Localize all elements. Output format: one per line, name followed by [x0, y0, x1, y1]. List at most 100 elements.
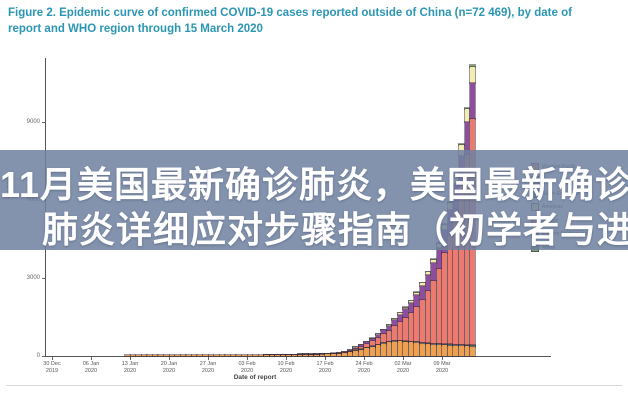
bar-segment-eastern-mediterranean [413, 293, 421, 309]
bar-segment-europe [435, 267, 443, 345]
daily-case-bar [146, 353, 154, 358]
bar-segment-south-east-asia [446, 343, 454, 346]
bar-segment-eastern-mediterranean [363, 341, 371, 346]
bar-segment-south-east-asia [458, 344, 465, 347]
daily-case-bar [435, 242, 443, 357]
bar-segment-western-pacific [380, 342, 387, 358]
x-tick-mark [403, 357, 404, 360]
bar-segment [252, 353, 259, 358]
bar-segment-western-pacific [458, 345, 465, 357]
bar-segment-western-pacific [368, 345, 376, 358]
bar-segment-eastern-mediterranean [396, 313, 404, 323]
bar-segment-western-pacific [346, 351, 354, 357]
bar-segment-europe [446, 234, 454, 346]
bar-segment [179, 353, 187, 358]
x-tick-label: 09 Mar 2020 [433, 361, 451, 374]
bar-segment [202, 353, 209, 358]
bar-segment-europe [407, 312, 415, 343]
bar-segment-south-east-asia [435, 343, 443, 345]
daily-case-bar [157, 353, 165, 358]
y-tick-label: 0 [36, 353, 40, 359]
daily-case-bar [213, 353, 220, 358]
daily-case-bar [385, 323, 393, 357]
bar-segment [135, 353, 142, 358]
bar-segment-western-pacific [430, 343, 437, 358]
bar-segment-europe [341, 351, 348, 354]
daily-case-bar [246, 353, 254, 358]
bar-segment-south-east-asia [463, 344, 471, 347]
bar-segment-western-pacific [335, 352, 343, 358]
bar-segment-americas [391, 318, 398, 322]
bar-segment-eastern-mediterranean [402, 307, 410, 319]
x-tick-mark [247, 357, 248, 360]
daily-case-bar [179, 353, 187, 358]
daily-case-bar [252, 353, 259, 358]
bar-segment-other [452, 344, 460, 347]
daily-case-bar [402, 306, 410, 358]
bar-segment-africa [458, 142, 465, 147]
bar-segment-south-east-asia [452, 344, 460, 346]
y-tick-mark [42, 122, 45, 123]
daily-case-bar [313, 353, 321, 358]
bar-segment [207, 353, 215, 358]
x-tick-label: 02 Mar 2020 [394, 361, 412, 374]
bar-segment [246, 353, 254, 358]
x-tick-mark [208, 357, 209, 360]
x-tick-mark [169, 357, 170, 360]
bar-segment-eastern-mediterranean [352, 346, 360, 350]
bar-segment-americas [469, 66, 476, 85]
bar-segment-africa [469, 64, 476, 68]
daily-case-bar [190, 353, 198, 358]
bar-segment-americas [385, 324, 393, 327]
y-tick-label: 9000 [26, 119, 40, 125]
y-tick-label: 3000 [26, 275, 40, 281]
bar-segment-americas [396, 312, 404, 316]
bar-segment-eastern-mediterranean [346, 349, 354, 352]
y-tick-mark [42, 278, 45, 279]
daily-case-bar [335, 351, 343, 358]
bar-segment [213, 353, 220, 358]
bar-segment-americas [380, 329, 387, 331]
bar-segment-western-pacific [435, 344, 443, 357]
bar-segment-western-pacific [352, 349, 360, 358]
daily-case-bar [174, 353, 181, 358]
daily-case-bar [224, 353, 232, 358]
daily-case-bar [263, 353, 270, 357]
daily-case-bar [341, 350, 348, 357]
daily-case-bar [240, 353, 248, 358]
bar-segment-eastern-mediterranean [380, 329, 387, 336]
bar-segment-europe [391, 325, 398, 342]
x-tick-mark [91, 357, 92, 360]
daily-case-bar [129, 353, 137, 358]
bar-segment [196, 353, 204, 358]
bar-segment-eastern-mediterranean [424, 274, 432, 293]
bar-segment-africa [430, 258, 437, 261]
x-tick-mark [442, 357, 443, 360]
daily-case-bar [374, 333, 382, 357]
bar-segment-western-pacific [302, 353, 309, 358]
x-axis-line [45, 356, 551, 357]
banner-headline-line2: 肺炎详细应对步骤指南（初学者与进阶用 [42, 209, 628, 250]
bar-segment-other [435, 343, 443, 346]
bar-segment-europe [385, 329, 393, 343]
banner-headline-line1: 11月美国最新确诊肺炎，美国最新确诊 [0, 164, 628, 205]
bar-segment [257, 353, 265, 358]
bar-segment-europe [402, 316, 410, 343]
bar-segment [229, 353, 237, 358]
bar-segment-americas [463, 108, 471, 123]
bar-segment-eastern-mediterranean [463, 120, 471, 157]
bar-segment-europe [424, 290, 432, 345]
bar-segment-europe [368, 340, 376, 348]
bar-segment-western-pacific [274, 354, 282, 357]
daily-case-bar [296, 353, 304, 358]
daily-case-bar [140, 353, 148, 358]
bar-segment-western-pacific [268, 353, 276, 358]
bottom-divider-line [6, 385, 622, 386]
bar-segment-americas [419, 282, 426, 287]
daily-case-bar [396, 312, 404, 357]
x-tick-mark [364, 357, 365, 360]
bar-segment-western-pacific [285, 353, 293, 358]
bar-segment-other [424, 343, 432, 345]
bar-segment [151, 353, 159, 358]
